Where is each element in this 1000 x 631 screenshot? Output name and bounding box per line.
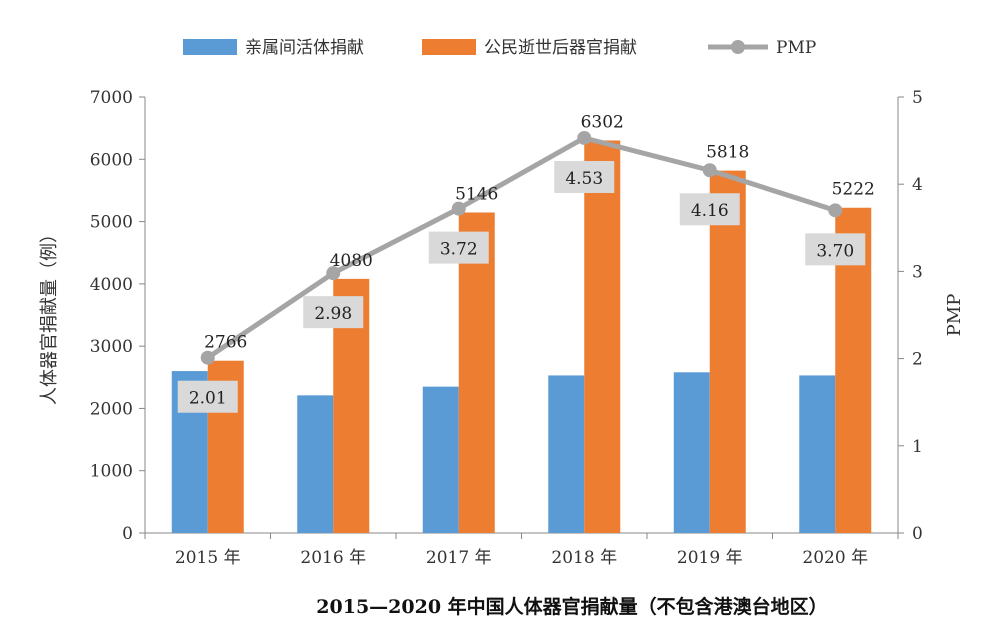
legend-swatch-deceased [422,39,476,55]
bar-living-donation [548,375,585,533]
pmp-value-label: 4.16 [691,201,729,221]
pmp-line [206,135,837,360]
bar-value-label: 2766 [204,333,247,353]
bar-value-label: 5222 [832,180,875,200]
pmp-label-box [554,160,615,193]
y2-tick-label: 1 [912,437,923,457]
bar-value-label: 4080 [330,251,373,271]
y-tick-label: 3000 [90,337,133,357]
pmp-label-box [428,231,489,264]
pmp-point [702,163,717,178]
pmp-label-box [679,193,740,226]
legend-label-pmp: PMP [776,38,816,58]
pmp-point [577,130,592,145]
y-tick-label: 2000 [90,399,133,419]
pmp-point [326,266,341,281]
bars [171,140,872,534]
pmp-point [828,203,843,218]
y-tick-label: 5000 [90,213,133,233]
legend-label-living: 亲属间活体捐献 [245,38,364,58]
bar-living-donation [422,386,459,533]
x-tick-label: 2018 年 [551,548,617,568]
bar-deceased-donation [709,170,746,534]
x-tick-label: 2017 年 [426,548,492,568]
legend: 亲属间活体捐献 公民逝世后器官捐献 PMP [183,38,816,58]
pmp-value-label: 2.01 [189,389,227,409]
pmp-point [200,350,215,365]
bar-value-label: 5818 [706,143,749,163]
pmp-label-box [303,296,364,329]
y-tick-label: 0 [122,524,133,544]
pmp-line-series [200,130,843,365]
bar-living-donation [673,372,710,533]
bar-deceased-donation [584,140,621,533]
data-labels: 2766 4080 5146 6302 5818 5222 2.01 2.98 3.72 4.53… [177,112,875,413]
pmp-value-label: 3.70 [816,241,854,261]
pmp-label-box [805,233,866,266]
x-tick-label: 2019 年 [677,548,743,568]
y-tick-label: 1000 [90,462,133,482]
pmp-label-box [177,380,238,413]
bar-living-donation [799,375,836,533]
y-axis-title: 人体器官捐献量（例） [39,225,60,405]
y2-axis-title: PMP [944,294,965,337]
chart-caption: 2015—2020 年中国人体器官捐献量（不包含港澳台地区） [316,595,827,618]
pmp-value-label: 2.98 [314,304,352,324]
x-tick-label: 2015 年 [175,548,241,568]
x-tick-label: 2020 年 [802,548,868,568]
x-tick-label: 2016 年 [300,548,366,568]
axes: 0 1000 2000 3000 4000 5000 6000 7000 0 1 2 3 4 5 2015 … [90,88,923,568]
legend-swatch-pmp-marker [731,40,745,54]
y-tick-label: 4000 [90,275,133,295]
y2-tick-label: 5 [912,88,923,108]
bar-value-label: 5146 [455,184,498,204]
y2-tick-label: 4 [912,175,923,195]
pmp-value-label: 4.53 [565,169,603,189]
pmp-value-label: 3.72 [440,240,478,260]
y-tick-label: 6000 [90,150,133,170]
y2-tick-label: 2 [912,350,923,370]
bar-value-label: 6302 [581,112,624,132]
pmp-point [451,201,466,216]
bar-deceased-donation [458,212,495,533]
legend-label-deceased: 公民逝世后器官捐献 [484,38,637,58]
y2-tick-label: 0 [912,524,923,544]
bar-living-donation [297,395,334,533]
y2-tick-label: 3 [912,262,923,282]
y-tick-label: 7000 [90,88,133,108]
legend-swatch-living [183,39,237,55]
